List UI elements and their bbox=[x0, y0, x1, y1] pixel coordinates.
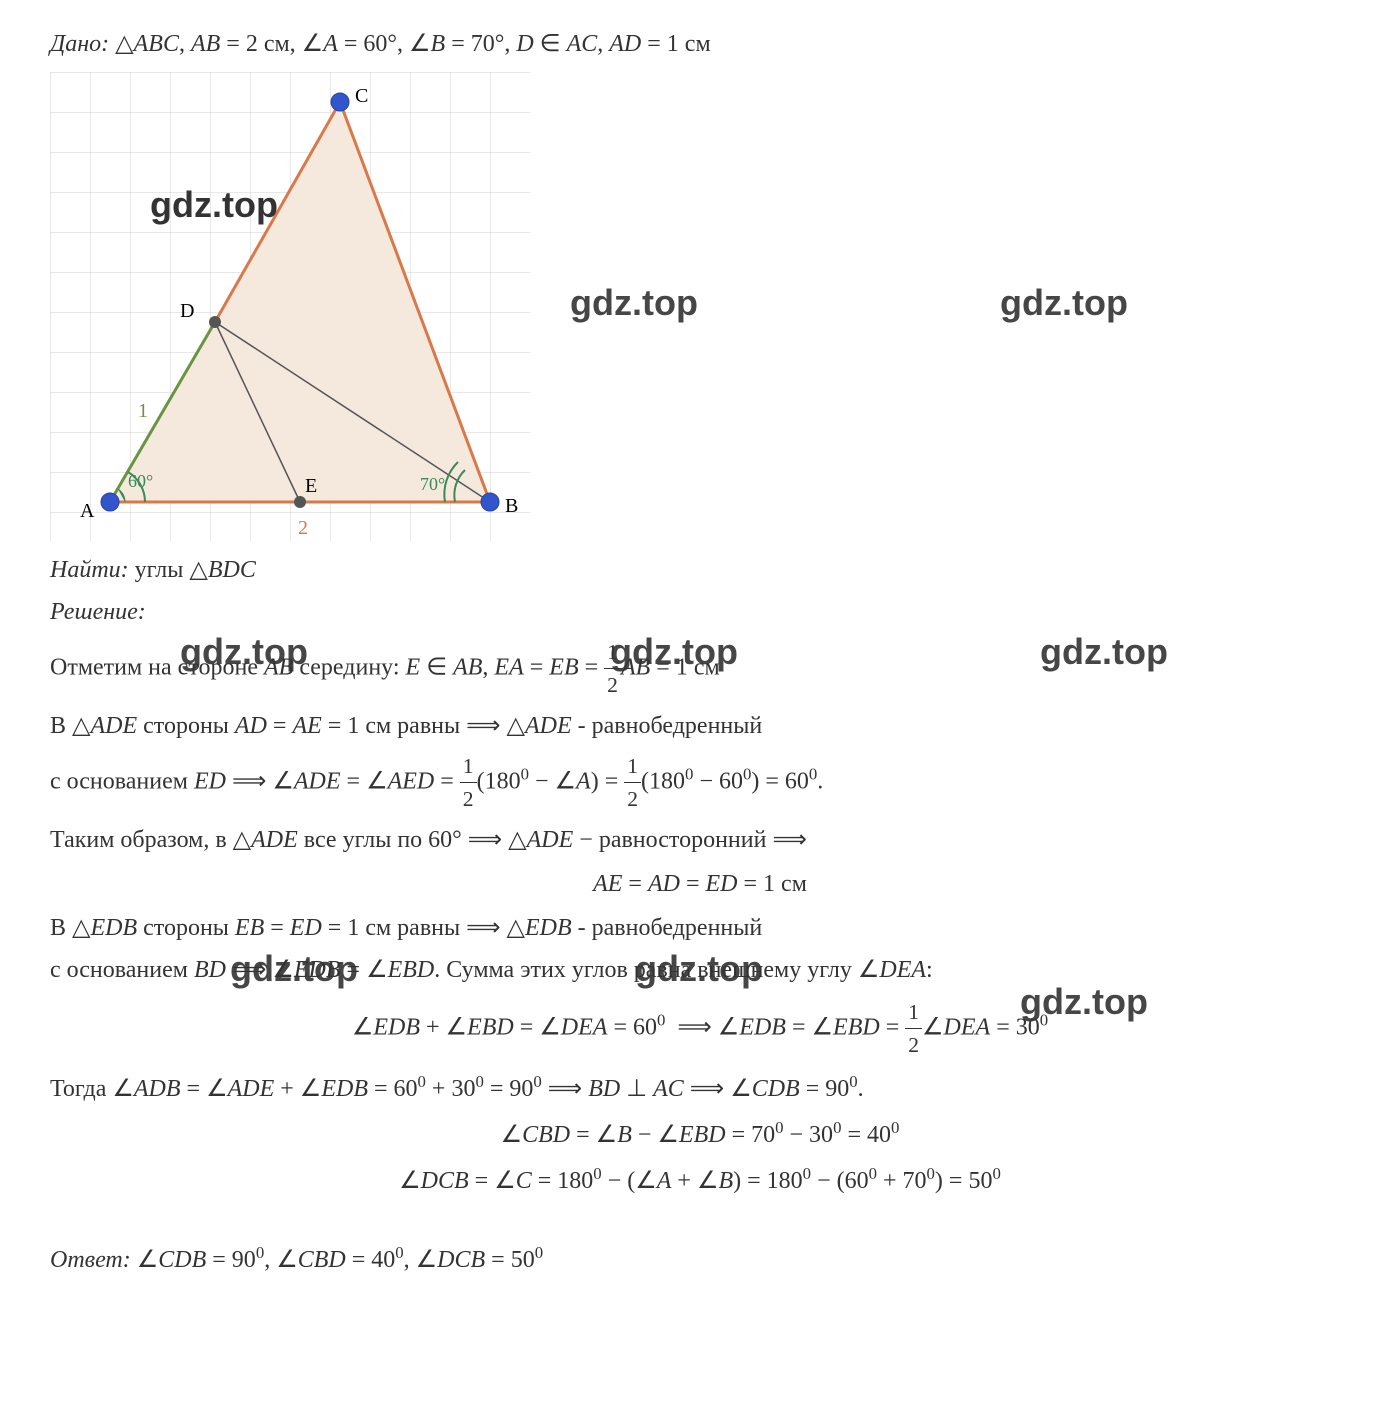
sol-line-7: с основанием BD ⟹ ∠EDB = ∠EBD. Сумма эти… bbox=[50, 952, 1350, 988]
sol-line-3: с основанием ED ⟹ ∠ADE = ∠AED = 12(1800 … bbox=[50, 750, 1350, 816]
watermark-r1-3: gdz.top bbox=[1000, 282, 1128, 324]
given-section: Дано: △ABC, AB = 2 см, ∠A = 60°, ∠B = 70… bbox=[50, 26, 1350, 62]
find-text: углы △BDC bbox=[135, 557, 256, 583]
sol-line-1: Отметим на стороне AB середину: E ∈ AB, … bbox=[50, 636, 1350, 702]
find-label: Найти: bbox=[50, 557, 129, 583]
given-text: △ABC, AB = 2 см, ∠A = 60°, ∠B = 70°, D ∈… bbox=[115, 31, 710, 57]
point-d bbox=[209, 316, 221, 328]
label-d: D bbox=[180, 300, 194, 322]
sol-line-6: В △EDB стороны EB = ED = 1 см равны ⟹ △E… bbox=[50, 910, 1350, 946]
diagram-watermark: gdz.top bbox=[150, 184, 278, 225]
solution-label: Решение: bbox=[50, 594, 1350, 630]
answer-section: Ответ: ∠CDB = 900, ∠CBD = 400, ∠DCB = 50… bbox=[50, 1240, 1350, 1278]
label-a: A bbox=[80, 500, 95, 522]
diagram-svg: 60° 70° 1 2 A B C D E gdz.top bbox=[50, 72, 530, 542]
triangle-diagram: 60° 70° 1 2 A B C D E gdz.top bbox=[50, 72, 530, 542]
sol-line-5: AE = AD = ED = 1 см bbox=[50, 866, 1350, 902]
answer-text: ∠CDB = 900, ∠CBD = 400, ∠DCB = 500 bbox=[137, 1247, 543, 1273]
angle-b-label: 70° bbox=[420, 474, 445, 494]
diagram-row: 60° 70° 1 2 A B C D E gdz.top gdz.top gd… bbox=[50, 72, 1350, 542]
side-label-2: 2 bbox=[298, 517, 308, 539]
sol-line-8: ∠EDB + ∠EBD = ∠DEA = 600 ⟹ ∠EDB = ∠EBD =… bbox=[50, 996, 1350, 1062]
sol-line-11: ∠DCB = ∠C = 1800 − (∠A + ∠B) = 1800 − (6… bbox=[50, 1161, 1350, 1199]
sol-line-10: ∠CBD = ∠B − ∠EBD = 700 − 300 = 400 bbox=[50, 1115, 1350, 1153]
sol-line-9: Тогда ∠ADB = ∠ADE + ∠EDB = 600 + 300 = 9… bbox=[50, 1069, 1350, 1107]
label-c: C bbox=[355, 85, 368, 107]
sol-line-4: Таким образом, в △ADE все углы по 60° ⟹ … bbox=[50, 822, 1350, 858]
given-label: Дано: bbox=[50, 31, 109, 57]
vertex-b bbox=[481, 493, 499, 511]
angle-a-label: 60° bbox=[128, 471, 153, 491]
solution-body: gdz.top gdz.top gdz.top Отметим на сторо… bbox=[50, 636, 1350, 1199]
side-label-1: 1 bbox=[138, 400, 148, 422]
sol-line-2: В △ADE стороны AD = AE = 1 см равны ⟹ △A… bbox=[50, 708, 1350, 744]
vertex-c bbox=[331, 93, 349, 111]
point-e bbox=[294, 496, 306, 508]
label-e: E bbox=[305, 475, 317, 497]
vertex-a bbox=[101, 493, 119, 511]
watermark-r1-2: gdz.top bbox=[570, 282, 698, 324]
label-b: B bbox=[505, 495, 518, 517]
answer-label: Ответ: bbox=[50, 1247, 131, 1273]
find-section: Найти: углы △BDC bbox=[50, 552, 1350, 588]
